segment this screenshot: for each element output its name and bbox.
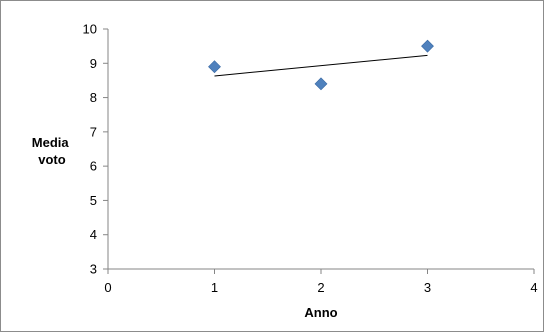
y-axis-title: Media voto (32, 135, 72, 167)
data-point-diamond (314, 77, 328, 91)
data-point-diamond (208, 60, 221, 74)
axes (107, 29, 534, 270)
data-point-diamond (421, 39, 434, 53)
x-axis-title: Anno (304, 305, 337, 320)
y-tick-label: 10 (83, 22, 97, 37)
y-tick-label: 3 (90, 262, 97, 277)
y-tick-label: 8 (90, 90, 97, 105)
x-tick-label: 3 (424, 280, 431, 295)
x-tick-label: 2 (317, 280, 324, 295)
y-tick-label: 7 (90, 124, 97, 139)
x-tick-label: 1 (211, 280, 218, 295)
trendline (214, 54, 428, 77)
ticks: 3 4 5 6 7 8 9 10 0 1 2 3 4 (83, 22, 538, 296)
axis-titles: Media voto Anno (32, 135, 338, 320)
x-tick-label: 4 (530, 280, 537, 295)
y-tick-label: 4 (90, 227, 97, 242)
x-tick-label: 0 (104, 280, 111, 295)
y-axis-title-line-1: Media (32, 135, 70, 150)
y-tick-label: 6 (90, 159, 97, 174)
y-tick-label: 5 (90, 193, 97, 208)
y-tick-label: 9 (90, 56, 97, 71)
trendline-group (214, 54, 428, 77)
y-axis-title-line-2: voto (38, 152, 66, 167)
data-points (208, 39, 434, 91)
